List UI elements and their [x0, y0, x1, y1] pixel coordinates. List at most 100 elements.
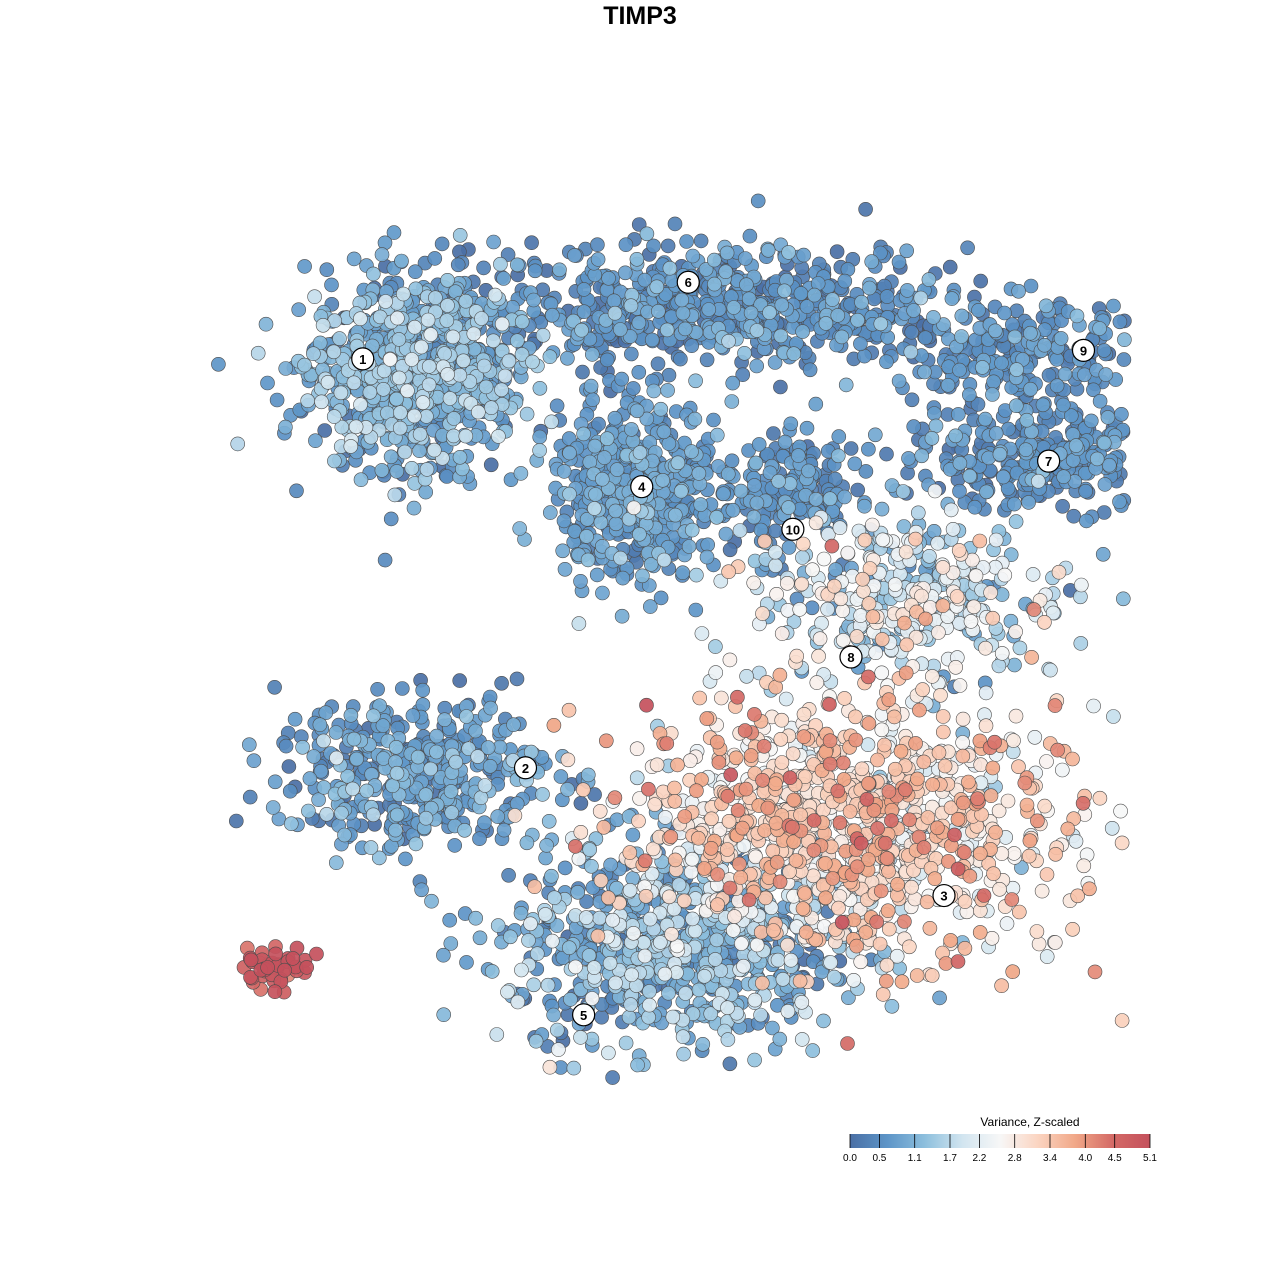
data-point [575, 364, 590, 380]
data-point [1009, 362, 1024, 377]
data-point [677, 321, 693, 337]
data-point [725, 923, 741, 938]
data-point [708, 665, 724, 680]
data-point [319, 806, 335, 822]
data-point [954, 329, 969, 344]
data-point [297, 259, 312, 274]
data-point [955, 735, 970, 750]
data-point [747, 478, 762, 493]
data-point [675, 565, 691, 581]
data-point [816, 551, 832, 567]
data-point [926, 310, 941, 325]
data-point [625, 827, 641, 843]
data-point [746, 575, 762, 591]
data-point [805, 1043, 821, 1058]
data-point [1068, 833, 1084, 849]
data-point [494, 382, 509, 398]
data-point [562, 445, 577, 461]
data-point [684, 522, 700, 538]
data-point [608, 516, 624, 532]
data-point [613, 550, 628, 566]
data-point [617, 265, 633, 281]
data-point [553, 769, 569, 784]
data-point [751, 437, 767, 452]
data-point [478, 379, 494, 395]
data-point [410, 749, 426, 765]
data-point [665, 1009, 681, 1025]
data-point [458, 428, 474, 444]
data-point [544, 307, 560, 323]
data-point [576, 282, 592, 297]
data-point [476, 358, 492, 374]
data-point [1023, 325, 1038, 341]
data-point [387, 487, 403, 503]
data-point [267, 774, 283, 790]
data-point [595, 585, 610, 601]
data-point [749, 358, 765, 374]
data-point [639, 226, 655, 242]
data-point [994, 646, 1010, 661]
data-point [394, 253, 409, 269]
data-point [420, 312, 436, 328]
data-point [1039, 949, 1055, 964]
data-point [363, 840, 379, 855]
data-point [910, 505, 926, 521]
data-point [983, 585, 998, 600]
data-point [442, 391, 458, 406]
data-point [618, 237, 634, 252]
data-point [472, 930, 488, 946]
data-point [328, 855, 344, 871]
data-point [378, 294, 393, 309]
data-point [1100, 410, 1116, 425]
data-point [1025, 567, 1041, 582]
data-point [544, 414, 559, 430]
data-point [687, 923, 703, 939]
data-point [557, 860, 573, 876]
data-point [374, 247, 390, 262]
data-point [1076, 858, 1092, 874]
data-point [408, 836, 424, 852]
data-point [452, 367, 468, 383]
data-point [706, 252, 722, 268]
data-point [412, 443, 427, 459]
data-point [541, 813, 557, 829]
data-point [1102, 457, 1117, 473]
data-point [873, 316, 889, 332]
data-point [1073, 636, 1089, 651]
data-point [580, 767, 596, 783]
data-point [918, 330, 933, 346]
data-point [437, 346, 452, 361]
data-point [899, 283, 915, 298]
data-point [879, 289, 895, 304]
data-point [246, 753, 262, 769]
data-point [790, 448, 806, 463]
data-point [799, 420, 815, 436]
data-point [549, 398, 565, 414]
data-point [626, 500, 642, 516]
data-point [718, 264, 734, 280]
data-point [968, 568, 984, 584]
data-point [585, 392, 600, 408]
data-point [777, 434, 793, 450]
data-point [428, 290, 443, 306]
data-point [621, 1009, 637, 1025]
data-point [1096, 505, 1112, 520]
data-point [614, 371, 630, 387]
data-point [807, 287, 822, 303]
data-point [706, 412, 721, 428]
data-point [300, 393, 316, 409]
data-point [724, 394, 740, 409]
data-point [899, 243, 915, 259]
data-point [532, 429, 548, 445]
data-point [440, 367, 455, 382]
data-point [442, 912, 458, 928]
data-point [961, 387, 977, 403]
data-point [552, 262, 567, 278]
data-point [568, 959, 583, 975]
data-point [874, 501, 890, 517]
data-point [389, 464, 405, 479]
data-point [678, 986, 693, 1001]
data-point [933, 687, 948, 703]
data-point [667, 216, 683, 232]
